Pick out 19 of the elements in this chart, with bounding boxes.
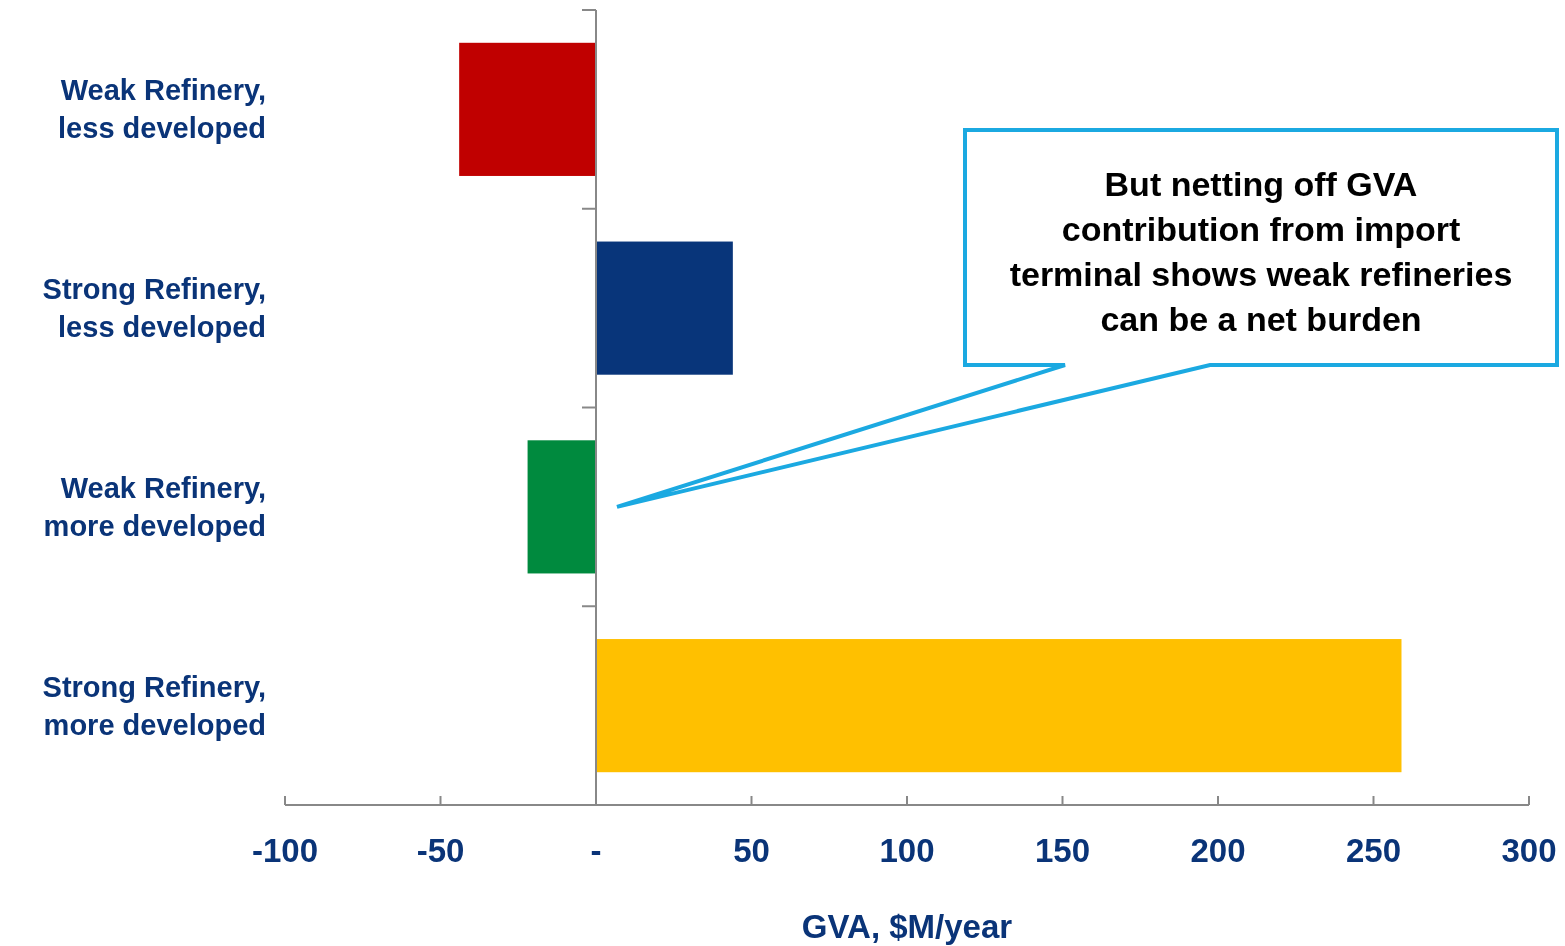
y-tick-label: Strong Refinery, less developed: [42, 273, 266, 344]
x-tick-label: -50: [416, 832, 465, 869]
bar: [459, 42, 596, 176]
x-tick-label: 50: [733, 832, 770, 869]
y-tick-label: Weak Refinery, less developed: [58, 74, 266, 145]
bar: [596, 639, 1402, 773]
annotation: But netting off GVA contribution from import terminal shows weak refineries can be a net burden: [1009, 165, 1513, 338]
bar: [527, 440, 596, 574]
x-tick-label: 300: [1501, 832, 1557, 869]
x-tick-label: -: [590, 832, 602, 869]
y-tick-label: Weak Refinery, more developed: [43, 471, 266, 542]
x-tick-label: 200: [1190, 832, 1246, 869]
x-tick-label: 150: [1034, 832, 1091, 869]
x-tick-label: -100: [251, 832, 319, 869]
x-tick-label: 250: [1345, 832, 1402, 869]
x-tick-label: 100: [879, 832, 935, 869]
x-axis-title: GVA, $M/year: [801, 908, 1013, 945]
y-tick-label: Strong Refinery, more developed: [42, 670, 266, 741]
bar: [596, 241, 733, 375]
